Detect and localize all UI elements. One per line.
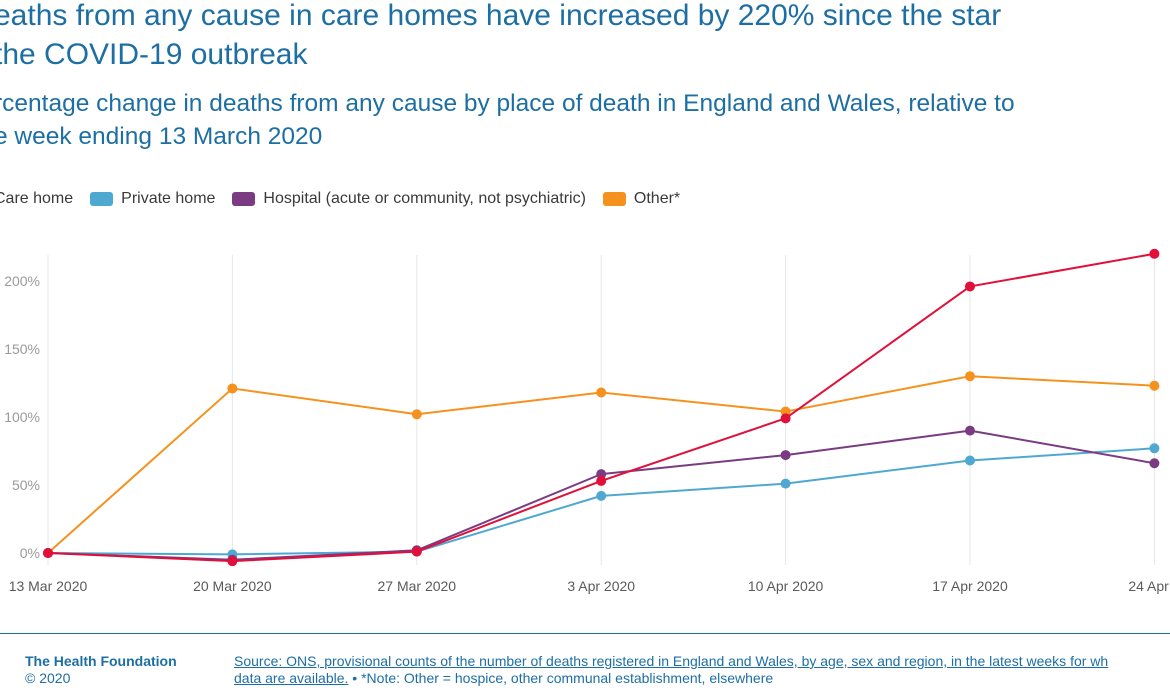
footer-copyright: © 2020 xyxy=(25,670,71,686)
series-2-point-4 xyxy=(780,450,791,461)
x-tick-label-2: 27 Mar 2020 xyxy=(377,578,456,594)
legend-label-2: Hospital (acute or community, not psychi… xyxy=(263,190,586,207)
legend-item-0[interactable]: Care home xyxy=(0,190,73,208)
chart-title: eaths from any cause in care homes have … xyxy=(0,0,1170,74)
footer-note: • *Note: Other = hospice, other communal… xyxy=(348,670,774,686)
legend-item-2[interactable]: Hospital (acute or community, not psychi… xyxy=(232,190,586,208)
chart-subtitle: rcentage change in deaths from any cause… xyxy=(0,87,1170,153)
series-2-point-5 xyxy=(965,425,975,436)
series-3-point-5 xyxy=(965,371,975,382)
y-tick-label-3: 150% xyxy=(4,341,40,357)
x-tick-label-3: 3 Apr 2020 xyxy=(567,578,635,594)
series-0-point-3 xyxy=(596,475,607,486)
series-0-point-5 xyxy=(965,281,975,292)
series-0-point-0 xyxy=(43,548,53,558)
y-tick-label-4: 200% xyxy=(4,273,40,289)
line-chart: 0% 50% 100% 150% 200% 13 Mar 2020 20 Mar 2020 2… xyxy=(4,248,1170,594)
legend-item-1[interactable]: Private home xyxy=(90,190,215,208)
series-3-point-2 xyxy=(411,409,422,420)
y-tick-label-1: 50% xyxy=(12,477,40,493)
series-1-point-6 xyxy=(1149,443,1160,454)
chart-title-line2: the COVID-19 outbreak xyxy=(0,38,308,71)
data-available-link[interactable]: data are available. xyxy=(234,670,349,686)
chart-subtitle-line1: rcentage change in deaths from any cause… xyxy=(0,90,1015,117)
series-3-point-1 xyxy=(227,383,238,394)
chart-subtitle-line2: e week ending 13 March 2020 xyxy=(0,123,323,150)
series-0-point-1 xyxy=(227,556,238,567)
chart-legend: Care home Private home Hospital (acute or … xyxy=(0,188,697,210)
legend-swatch-3 xyxy=(602,192,626,206)
series-0-point-4 xyxy=(780,413,791,424)
x-tick-label-5: 17 Apr 2020 xyxy=(932,578,1008,594)
y-tick-label-2: 100% xyxy=(4,409,40,425)
legend-label-1: Private home xyxy=(121,190,216,207)
y-tick-label-0: 0% xyxy=(20,545,40,561)
series-2-point-6 xyxy=(1149,458,1160,469)
series-1-point-4 xyxy=(780,478,791,489)
x-tick-label-1: 20 Mar 2020 xyxy=(193,578,272,594)
x-tick-label-6: 24 Apr 2 xyxy=(1128,578,1170,594)
legend-item-3[interactable]: Other* xyxy=(602,190,681,208)
series-1-point-5 xyxy=(965,455,975,466)
series-0-point-6 xyxy=(1149,248,1160,259)
series-1-point-3 xyxy=(596,490,607,501)
footer-org: The Health Foundation xyxy=(25,653,177,669)
legend-label-0: Care home xyxy=(0,190,74,207)
footer-divider xyxy=(0,633,1170,634)
legend-swatch-2 xyxy=(232,192,256,206)
chart-title-line1: eaths from any cause in care homes have … xyxy=(0,0,1002,32)
legend-label-3: Other* xyxy=(633,190,681,207)
x-tick-label-4: 10 Apr 2020 xyxy=(748,578,824,594)
footer-source: Source: ONS, provisional counts of the n… xyxy=(234,653,1108,687)
source-link[interactable]: Source: ONS, provisional counts of the n… xyxy=(234,653,1109,669)
series-0-point-2 xyxy=(411,546,422,557)
legend-swatch-1 xyxy=(90,192,114,206)
series-3-point-6 xyxy=(1149,380,1160,391)
series-3-point-3 xyxy=(596,387,607,398)
x-tick-label-0: 13 Mar 2020 xyxy=(9,578,88,594)
